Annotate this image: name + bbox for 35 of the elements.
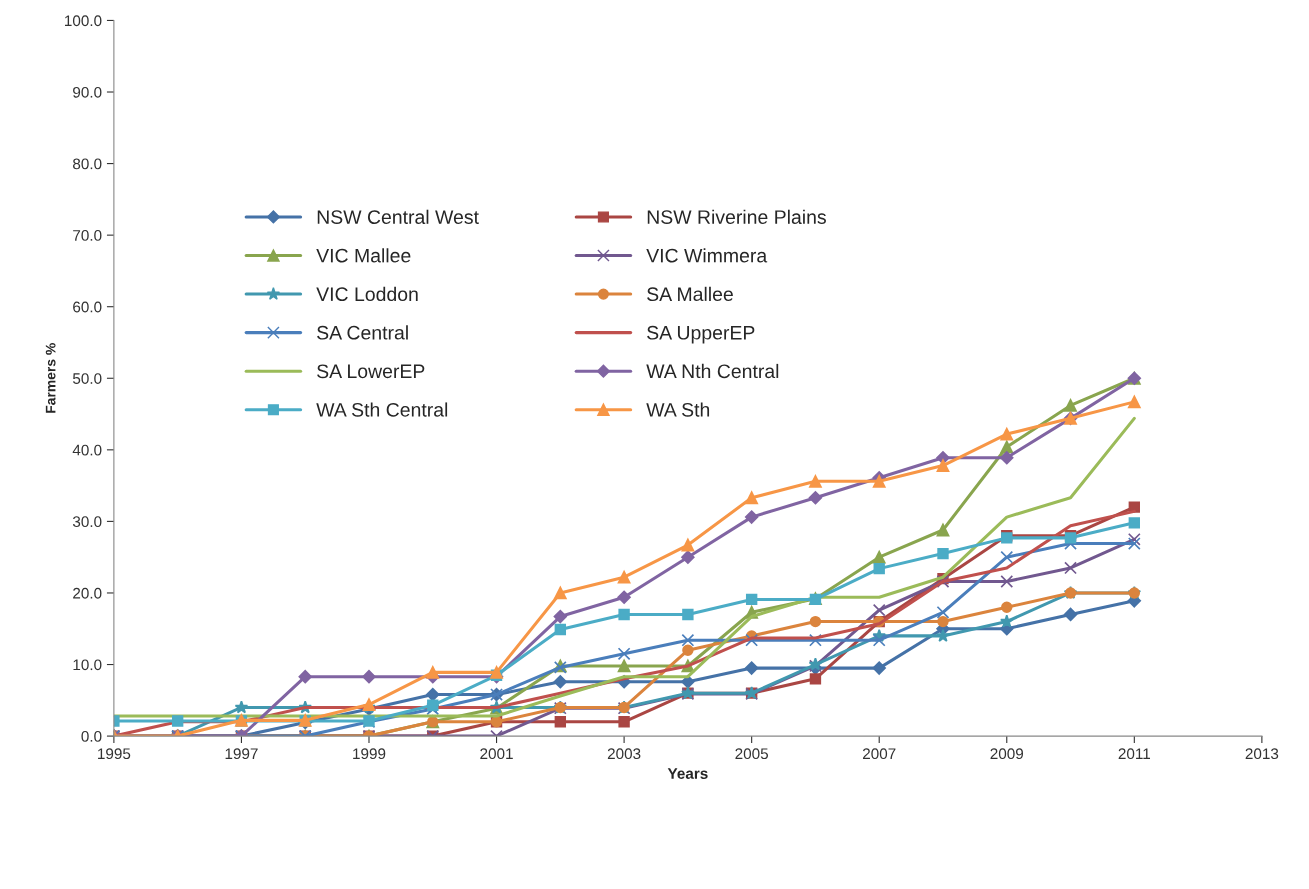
legend-label: NSW Riverine Plains (647, 209, 826, 224)
y-tick-label: 100.0 (65, 15, 102, 27)
y-axis-title: Farmers % (45, 343, 56, 413)
x-tick-label: 2013 (1245, 748, 1279, 760)
legend-label: VIC Loddon (316, 286, 418, 302)
legend-label: WA Sth (646, 402, 710, 417)
y-tick-label: 10.0 (73, 659, 102, 671)
legend-label: SA LowerEP (317, 364, 425, 379)
y-tick-label: 80.0 (73, 158, 102, 170)
legend-label: VIC Mallee (316, 248, 411, 263)
x-tick-label: 2003 (607, 748, 641, 760)
x-axis-title: Years (667, 768, 708, 779)
y-tick-label: 90.0 (73, 86, 102, 98)
y-tick-label: 50.0 (72, 373, 102, 384)
legend-label: SA Central (317, 325, 408, 340)
legend-label: SA UpperEP (647, 325, 755, 344)
x-tick-label: 1999 (353, 748, 386, 760)
x-tick-label: 2007 (862, 748, 896, 760)
legend-label: WA Sth Central (316, 402, 448, 417)
x-tick-label: 1995 (98, 748, 131, 760)
y-tick-label: 40.0 (72, 444, 102, 456)
legend-label: WA Nth Central (646, 363, 779, 379)
legend-label: SA Mallee (647, 286, 733, 302)
y-tick-label: 70.0 (73, 230, 102, 241)
y-tick-label: 0.0 (81, 730, 102, 742)
legend-label: NSW Central West (317, 209, 479, 224)
y-tick-label: 60.0 (73, 301, 102, 313)
x-tick-label: 1997 (225, 748, 258, 760)
y-tick-label: 20.0 (73, 587, 102, 599)
x-tick-label: 2001 (480, 748, 513, 760)
x-tick-label: 2005 (735, 748, 769, 760)
y-tick-label: 30.0 (72, 516, 102, 528)
legend-label: VIC Wimmera (646, 248, 768, 263)
x-tick-label: 2011 (1118, 748, 1151, 760)
x-tick-label: 2009 (990, 748, 1024, 760)
